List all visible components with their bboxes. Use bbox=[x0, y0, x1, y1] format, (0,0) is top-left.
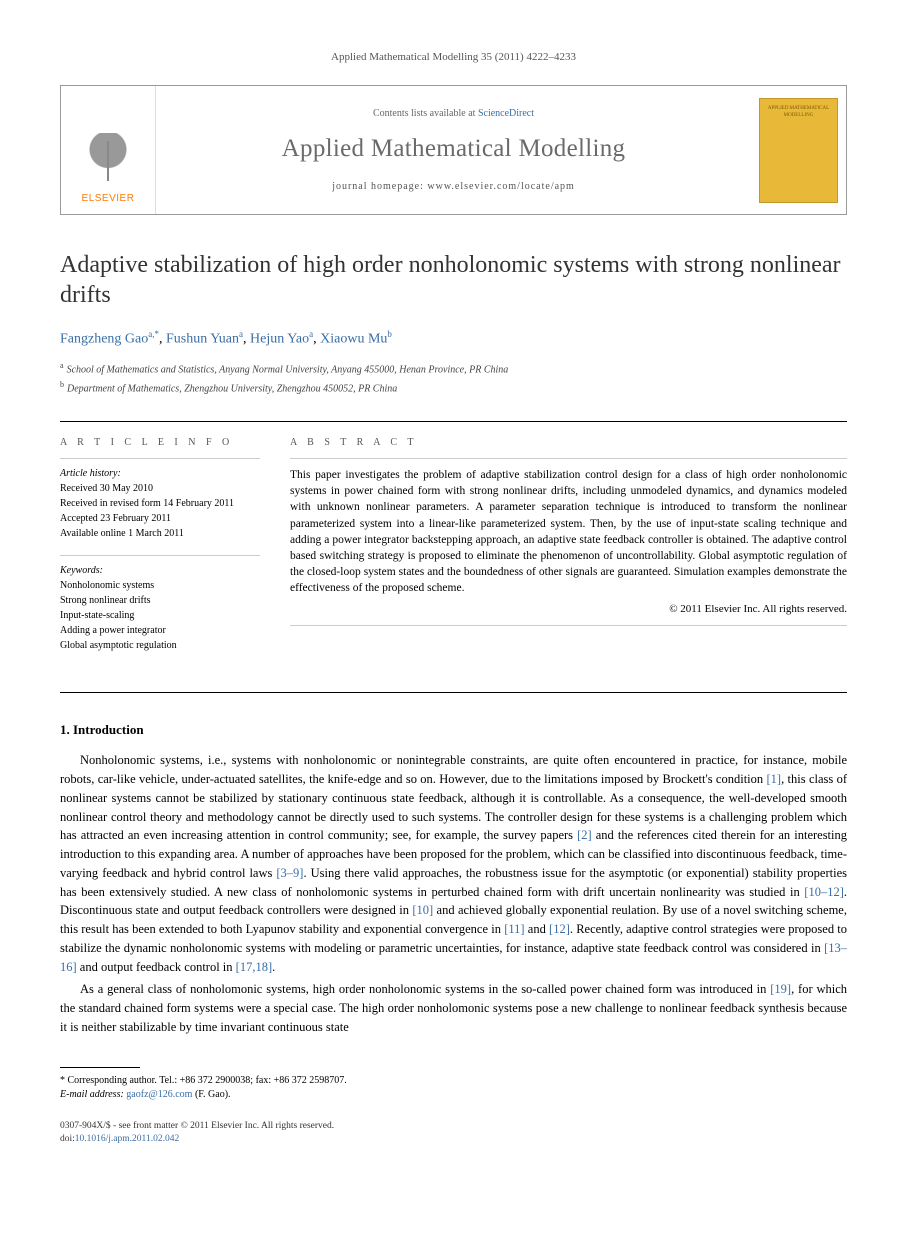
abstract-column: A B S T R A C T This paper investigates … bbox=[290, 436, 847, 667]
author-link[interactable]: Fangzheng Gao bbox=[60, 332, 148, 347]
citation-link[interactable]: [19] bbox=[770, 982, 791, 996]
email-line: E-mail address: gaofz@126.com (F. Gao). bbox=[60, 1088, 847, 1102]
rule-thin bbox=[290, 625, 847, 626]
intro-paragraph: Nonholonomic systems, i.e., systems with… bbox=[60, 751, 847, 976]
email-link[interactable]: gaofz@126.com bbox=[126, 1089, 192, 1100]
doi-line: doi:10.1016/j.apm.2011.02.042 bbox=[60, 1133, 847, 1146]
aff-text: School of Mathematics and Statistics, An… bbox=[67, 364, 509, 375]
keywords-block: Keywords: Nonholonomic systems Strong no… bbox=[60, 564, 260, 653]
cover-thumb-wrap: APPLIED MATHEMATICAL MODELLING bbox=[751, 86, 846, 214]
citation-link[interactable]: [12] bbox=[549, 922, 570, 936]
text-run: As a general class of nonholomonic syste… bbox=[80, 982, 770, 996]
citation-link[interactable]: [3–9] bbox=[276, 866, 303, 880]
article-info-heading: A R T I C L E I N F O bbox=[60, 436, 260, 450]
email-who: (F. Gao). bbox=[192, 1089, 230, 1100]
author-link[interactable]: Fushun Yuan bbox=[166, 332, 239, 347]
author-link[interactable]: Xiaowu Mu bbox=[320, 332, 387, 347]
text-run: and output feedback control in bbox=[77, 960, 236, 974]
affiliations: aSchool of Mathematics and Statistics, A… bbox=[60, 360, 847, 397]
doi-label: doi: bbox=[60, 1134, 75, 1144]
elsevier-tree-icon bbox=[83, 133, 133, 188]
aff-mark: b bbox=[60, 380, 64, 389]
contents-line: Contents lists available at ScienceDirec… bbox=[176, 107, 731, 121]
email-label: E-mail address: bbox=[60, 1089, 126, 1100]
keyword: Adding a power integrator bbox=[60, 624, 260, 638]
rule bbox=[60, 421, 847, 422]
homepage-line: journal homepage: www.elsevier.com/locat… bbox=[176, 180, 731, 194]
keyword: Strong nonlinear drifts bbox=[60, 594, 260, 608]
author-link[interactable]: Hejun Yao bbox=[250, 332, 309, 347]
section-heading-intro: 1. Introduction bbox=[60, 721, 847, 739]
author-marks: a,* bbox=[148, 329, 159, 339]
text-run: and bbox=[525, 922, 549, 936]
affiliation: aSchool of Mathematics and Statistics, A… bbox=[60, 360, 847, 377]
aff-mark: a bbox=[60, 361, 64, 370]
homepage-url: www.elsevier.com/locate/apm bbox=[427, 181, 574, 192]
sciencedirect-link[interactable]: ScienceDirect bbox=[478, 108, 534, 119]
rule bbox=[60, 692, 847, 693]
keyword: Nonholonomic systems bbox=[60, 579, 260, 593]
publisher-block: ELSEVIER bbox=[61, 86, 156, 214]
publisher-name: ELSEVIER bbox=[82, 192, 135, 206]
history-item: Received in revised form 14 February 201… bbox=[60, 497, 260, 511]
info-abstract-row: A R T I C L E I N F O Article history: R… bbox=[60, 436, 847, 667]
rule-thin bbox=[60, 555, 260, 556]
history-item: Received 30 May 2010 bbox=[60, 482, 260, 496]
intro-paragraph: As a general class of nonholomonic syste… bbox=[60, 980, 847, 1036]
history-item: Accepted 23 February 2011 bbox=[60, 512, 260, 526]
affiliation: bDepartment of Mathematics, Zhengzhou Un… bbox=[60, 379, 847, 396]
page: Applied Mathematical Modelling 35 (2011)… bbox=[0, 0, 907, 1196]
abstract-copyright: © 2011 Elsevier Inc. All rights reserved… bbox=[290, 602, 847, 617]
keywords-label: Keywords: bbox=[60, 564, 260, 578]
citation-link[interactable]: [2] bbox=[577, 828, 592, 842]
author-marks: b bbox=[387, 329, 392, 339]
author-marks: a bbox=[239, 329, 243, 339]
journal-name: Applied Mathematical Modelling bbox=[176, 131, 731, 166]
article-title: Adaptive stabilization of high order non… bbox=[60, 250, 847, 310]
citation-link[interactable]: [11] bbox=[504, 922, 524, 936]
history-block: Article history: Received 30 May 2010 Re… bbox=[60, 467, 260, 541]
page-footer: 0307-904X/$ - see front matter © 2011 El… bbox=[60, 1120, 847, 1147]
author-marks: a bbox=[309, 329, 313, 339]
running-head: Applied Mathematical Modelling 35 (2011)… bbox=[60, 50, 847, 65]
history-item: Available online 1 March 2011 bbox=[60, 527, 260, 541]
rule-thin bbox=[290, 458, 847, 459]
front-matter-line: 0307-904X/$ - see front matter © 2011 El… bbox=[60, 1120, 847, 1133]
abstract-heading: A B S T R A C T bbox=[290, 436, 847, 450]
citation-link[interactable]: [10] bbox=[412, 903, 433, 917]
journal-cover-thumb: APPLIED MATHEMATICAL MODELLING bbox=[759, 98, 838, 203]
citation-link[interactable]: [1] bbox=[767, 772, 782, 786]
masthead-center: Contents lists available at ScienceDirec… bbox=[156, 86, 751, 214]
contents-prefix: Contents lists available at bbox=[373, 108, 478, 119]
rule-thin bbox=[60, 458, 260, 459]
article-info-column: A R T I C L E I N F O Article history: R… bbox=[60, 436, 260, 667]
history-label: Article history: bbox=[60, 467, 260, 481]
text-run: . bbox=[272, 960, 275, 974]
keyword: Input-state-scaling bbox=[60, 609, 260, 623]
keyword: Global asymptotic regulation bbox=[60, 639, 260, 653]
aff-text: Department of Mathematics, Zhengzhou Uni… bbox=[67, 383, 397, 394]
journal-masthead: ELSEVIER Contents lists available at Sci… bbox=[60, 85, 847, 215]
homepage-prefix: journal homepage: bbox=[332, 181, 427, 192]
footnotes: * Corresponding author. Tel.: +86 372 29… bbox=[60, 1074, 847, 1102]
citation-link[interactable]: [10–12] bbox=[804, 885, 844, 899]
text-run: Nonholonomic systems, i.e., systems with… bbox=[60, 753, 847, 786]
abstract-text: This paper investigates the problem of a… bbox=[290, 467, 847, 596]
doi-link[interactable]: 10.1016/j.apm.2011.02.042 bbox=[75, 1134, 179, 1144]
author-list: Fangzheng Gaoa,*, Fushun Yuana, Hejun Ya… bbox=[60, 328, 847, 349]
citation-link[interactable]: [17,18] bbox=[236, 960, 272, 974]
footnote-rule bbox=[60, 1067, 140, 1068]
corresponding-author: * Corresponding author. Tel.: +86 372 29… bbox=[60, 1074, 847, 1088]
